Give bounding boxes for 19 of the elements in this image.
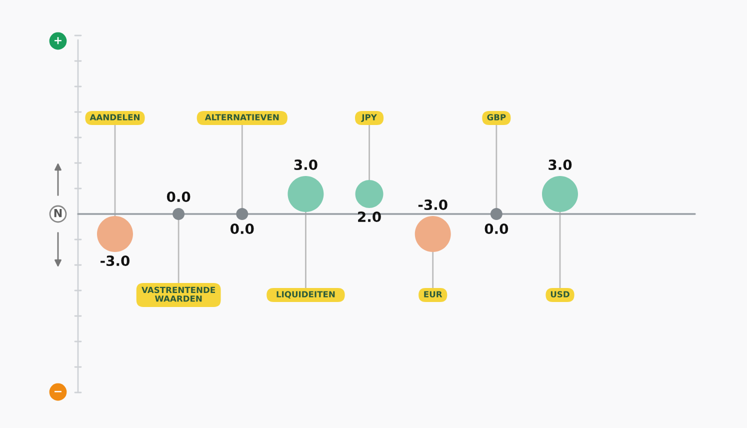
category-label: GBP <box>487 114 506 120</box>
data-label: -3.0 <box>418 200 448 210</box>
text: N <box>54 208 62 218</box>
category-label: LIQUIDEITEN <box>276 291 335 299</box>
text: + <box>54 37 62 44</box>
text: − <box>54 390 62 392</box>
category-label: EUR <box>424 291 442 298</box>
category-label: USD <box>550 291 570 298</box>
category-label: AANDELEN <box>90 114 140 120</box>
category-label: JPY <box>361 114 377 122</box>
data-label: 0.0 <box>166 192 190 202</box>
data-label: 3.0 <box>548 160 572 170</box>
data-label: 2.0 <box>358 212 381 222</box>
data-label: 0.0 <box>484 224 508 234</box>
data-label: -3.0 <box>100 256 130 266</box>
category-label: VASTRENTENDE WAARDEN <box>142 286 215 302</box>
data-label: 0.0 <box>230 224 254 234</box>
data-label: 3.0 <box>294 160 318 170</box>
category-label: ALTERNATIEVEN <box>204 114 279 120</box>
